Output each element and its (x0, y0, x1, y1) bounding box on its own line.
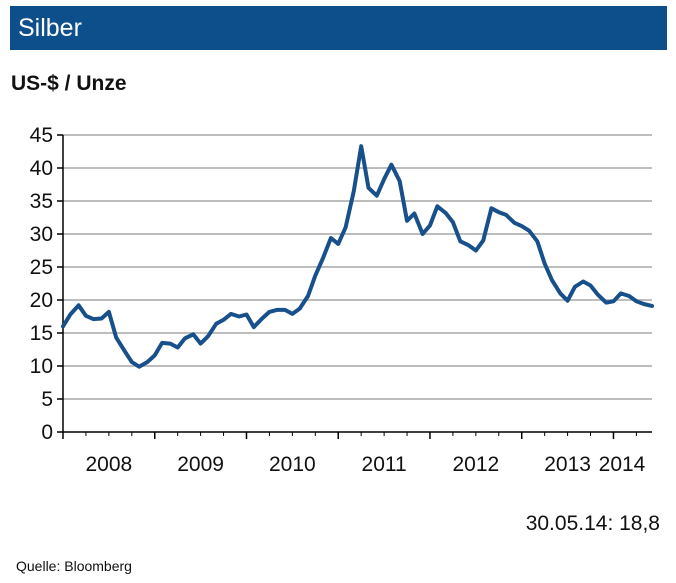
y-tick-label: 45 (30, 124, 53, 147)
title-bar: Silber (10, 6, 667, 50)
y-tick-label: 30 (30, 223, 53, 246)
y-tick-label: 5 (41, 388, 53, 411)
x-tick-label: 2011 (362, 453, 407, 476)
x-tick-label: 2014 (599, 453, 646, 476)
y-tick-label: 0 (41, 421, 53, 444)
y-tick-label: 10 (30, 355, 53, 378)
y-tick-label: 20 (30, 289, 53, 312)
grid-layer (63, 134, 652, 400)
x-tick-label: 2009 (177, 453, 224, 476)
series-line-silver (61, 144, 654, 369)
y-tick-label: 35 (30, 190, 53, 213)
chart-title: Silber (18, 14, 82, 42)
axis-layer (57, 134, 652, 439)
unit-label: US-$ / Unze (11, 72, 127, 95)
x-tick-label: 2008 (86, 453, 133, 476)
y-tick-label: 40 (30, 157, 53, 180)
latest-value-note: 30.05.14: 18,8 (525, 512, 660, 535)
source-note: Quelle: Bloomberg (16, 558, 132, 574)
y-tick-label: 25 (30, 256, 53, 279)
x-tick-label: 2012 (452, 453, 499, 476)
tick-label-layer: 0 5 10 15 20 25 30 35 40 45 2008 2009 2010 2011 2012 20… (30, 124, 646, 476)
x-tick-label: 2010 (269, 453, 316, 476)
y-tick-label: 15 (30, 322, 53, 345)
x-tick-label: 2013 (544, 453, 591, 476)
series-layer (61, 144, 654, 369)
